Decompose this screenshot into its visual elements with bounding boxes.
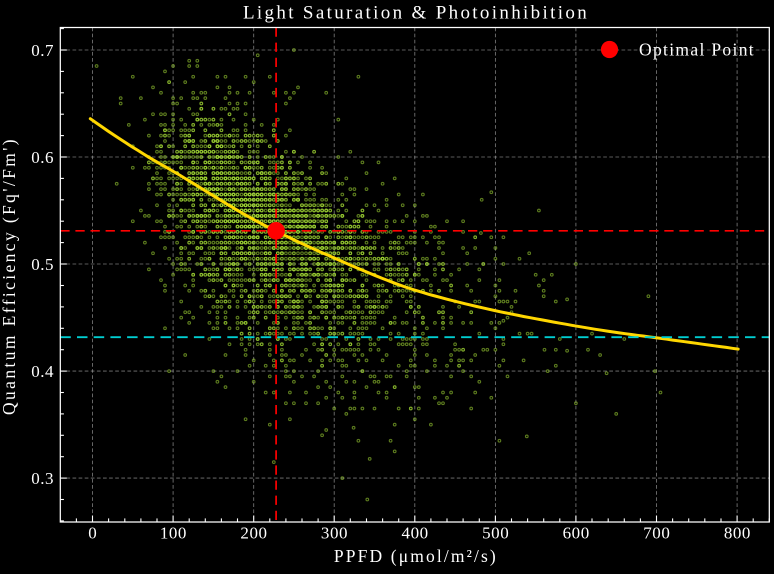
svg-text:0.4: 0.4 <box>31 362 54 381</box>
svg-text:Quantum Efficiency (Fq'/Fm'): Quantum Efficiency (Fq'/Fm') <box>0 137 19 415</box>
svg-text:0.3: 0.3 <box>31 469 54 488</box>
svg-text:200: 200 <box>240 524 267 543</box>
svg-text:0.6: 0.6 <box>31 148 54 167</box>
svg-text:Light Saturation & Photoinhibi: Light Saturation & Photoinhibition <box>243 3 589 24</box>
svg-text:Optimal Point: Optimal Point <box>639 39 755 59</box>
svg-text:400: 400 <box>402 524 429 543</box>
svg-text:700: 700 <box>643 524 670 543</box>
svg-text:100: 100 <box>160 524 187 543</box>
svg-text:300: 300 <box>321 524 348 543</box>
svg-text:0: 0 <box>88 524 97 543</box>
svg-text:600: 600 <box>563 524 590 543</box>
svg-text:PPFD (μmol/m²/s): PPFD (μmol/m²/s) <box>334 546 498 566</box>
svg-text:800: 800 <box>724 524 751 543</box>
svg-text:0.7: 0.7 <box>31 41 54 60</box>
svg-text:500: 500 <box>482 524 509 543</box>
svg-text:0.5: 0.5 <box>31 255 54 274</box>
